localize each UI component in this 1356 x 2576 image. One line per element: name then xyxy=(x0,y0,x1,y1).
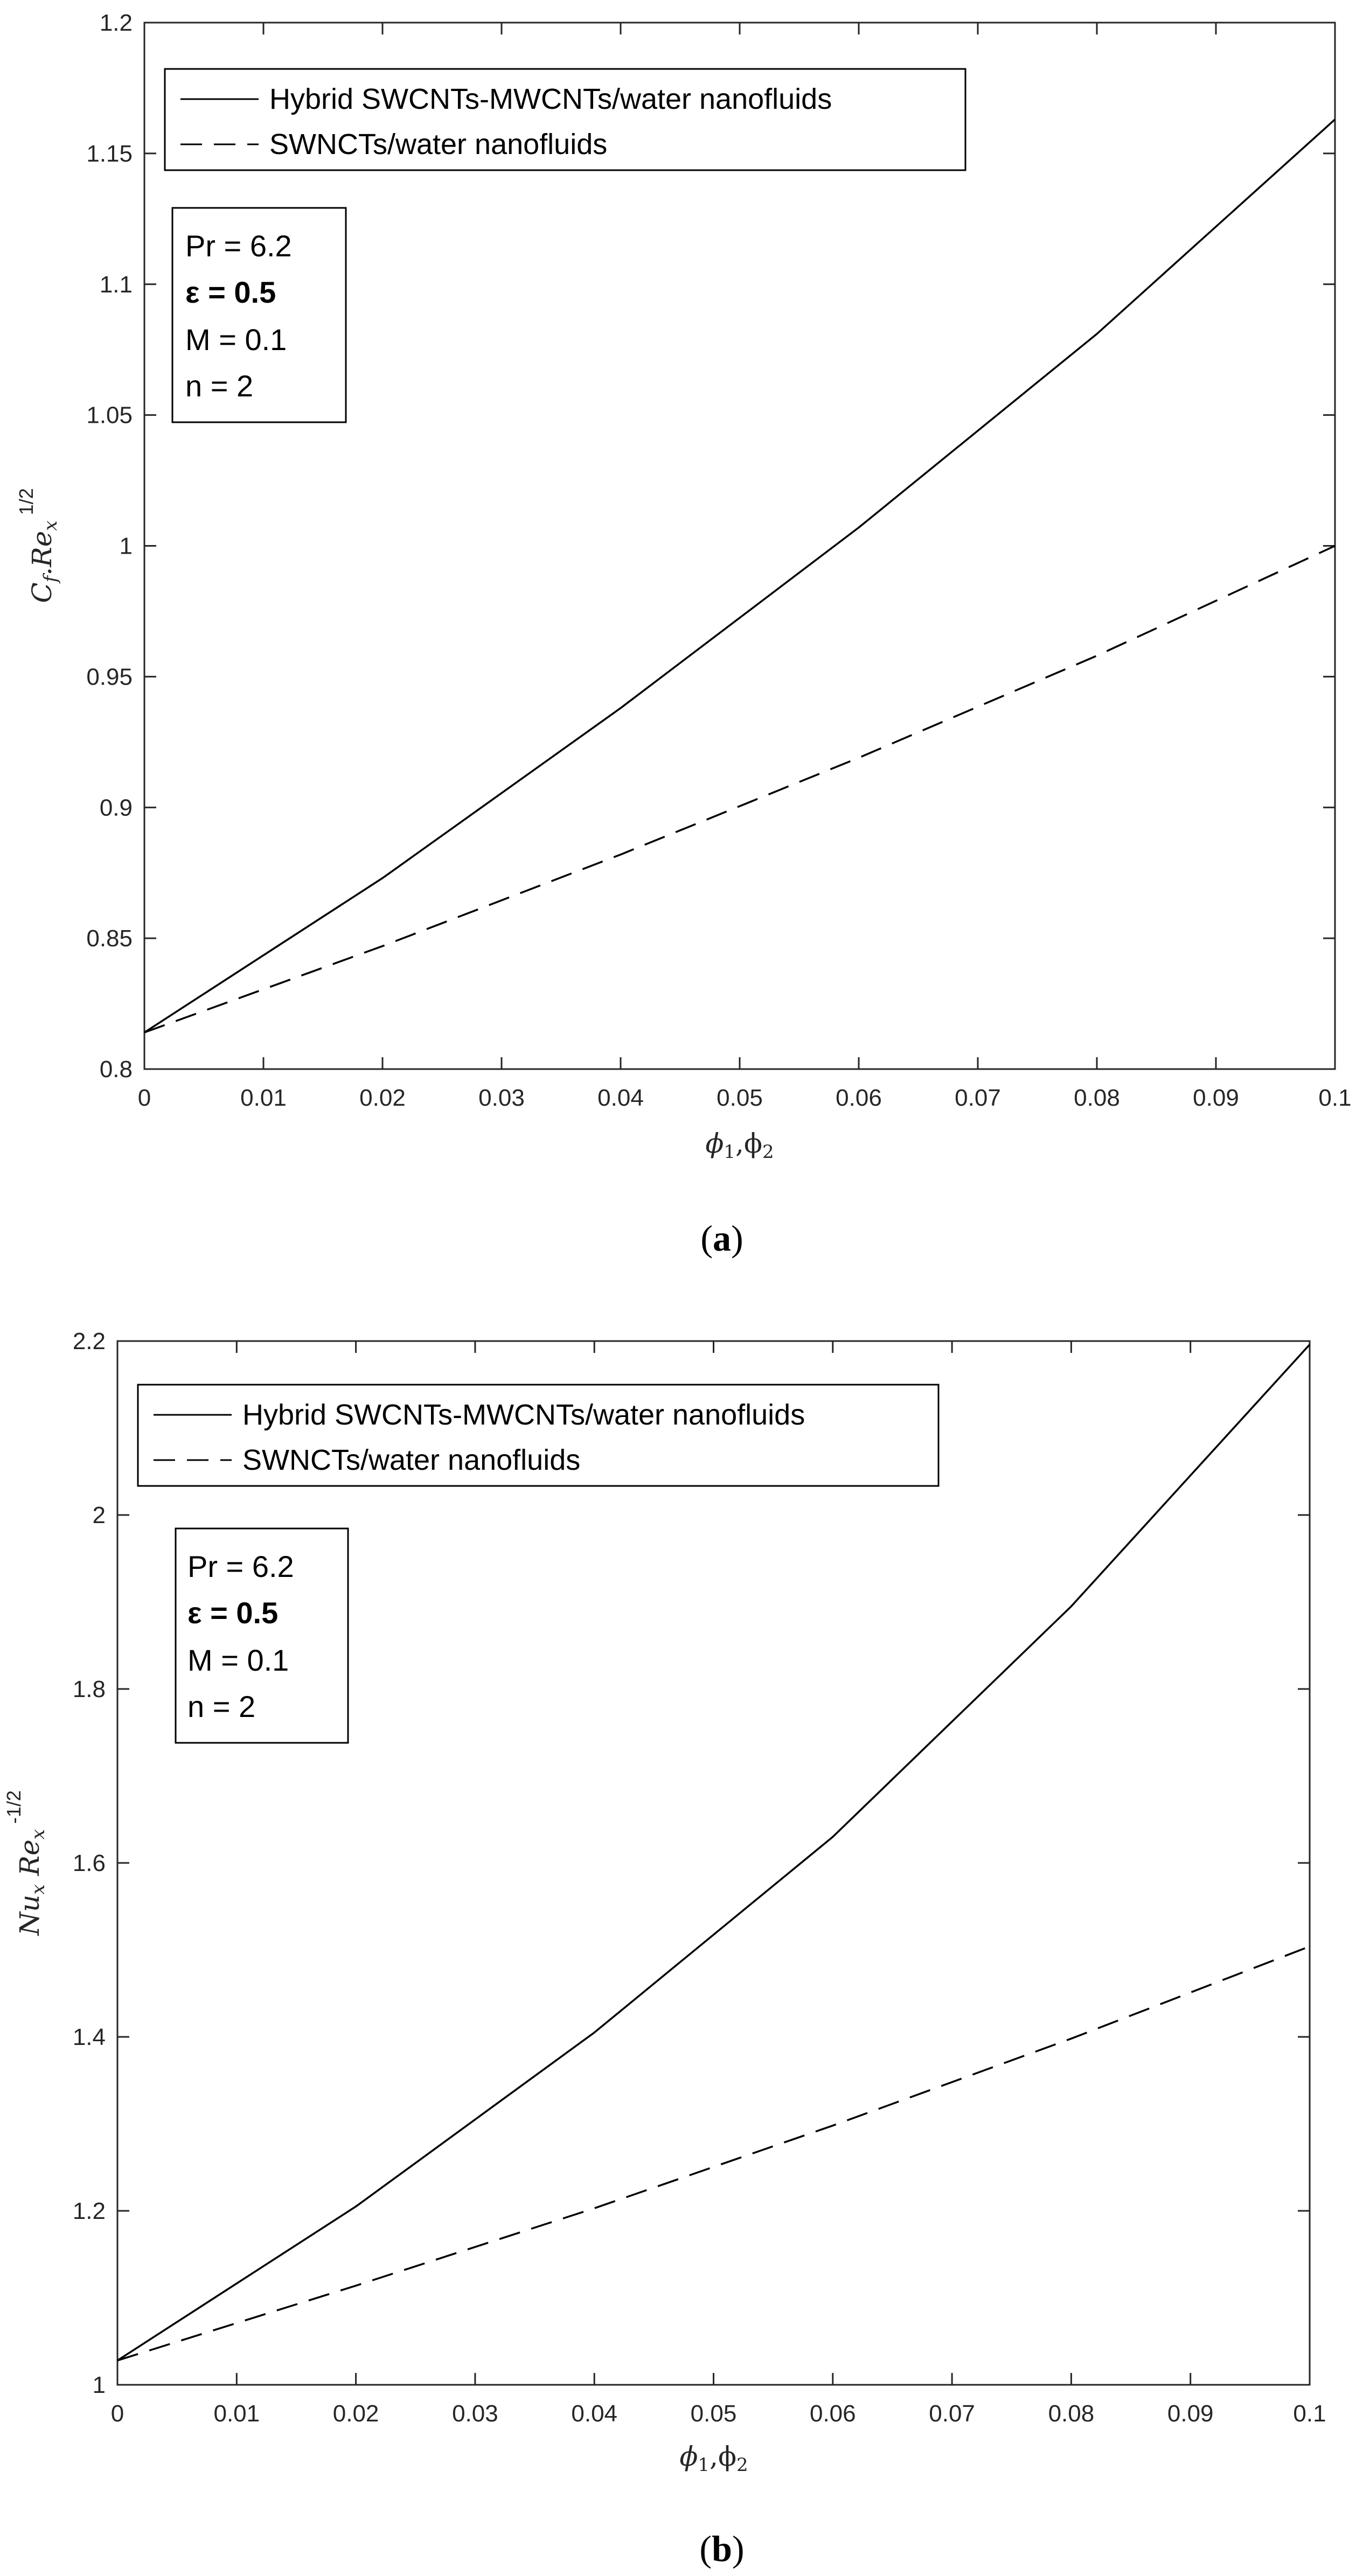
x-axis-label-a: ϕ1,ϕ2 xyxy=(705,1128,774,1163)
y-tick-label: 1 xyxy=(120,533,133,560)
x-tick-label: 0.04 xyxy=(597,1085,644,1111)
x-tick-label: 0.02 xyxy=(359,1085,406,1111)
x-tick-label: 0.05 xyxy=(691,2400,737,2427)
chart-panel-a: 0 0.01 0.02 0.03 0.04 0.05 0.06 0.07 0.08 0.09 0.1… xyxy=(15,10,1352,1259)
y-tick-label: 1.05 xyxy=(86,402,133,429)
chart-panel-b: 0 0.01 0.02 0.03 0.04 0.05 0.06 0.07 0.08 0.09 0.1… xyxy=(3,1328,1326,2569)
y-tick-label: 1.2 xyxy=(100,10,133,36)
param-pr-a: Pr = 6.2 xyxy=(185,229,292,263)
param-epsilon-b: ε = 0.5 xyxy=(187,1596,278,1630)
param-pr-b: Pr = 6.2 xyxy=(187,1549,294,1583)
series-line-swnct xyxy=(144,544,1336,1034)
x-tick-label: 0 xyxy=(111,2400,124,2427)
parameter-box-a: Pr = 6.2 ε = 0.5 M = 0.1 n = 2 xyxy=(171,207,347,423)
x-tick-label: 0.06 xyxy=(836,1085,882,1111)
y-tick-label: 0.8 xyxy=(100,1056,133,1083)
x-tick-label: 0.03 xyxy=(478,1085,525,1111)
x-axis-label-b: ϕ1,ϕ2 xyxy=(679,2441,748,2476)
legend-label-swnct-b: SWNCTs/water nanofluids xyxy=(242,1444,580,1476)
x-tick-label: 0.03 xyxy=(452,2400,498,2427)
x-tick-label: 0.07 xyxy=(955,1085,1001,1111)
panel-caption-b: (b) xyxy=(699,2528,744,2569)
param-m-b: M = 0.1 xyxy=(187,1643,289,1677)
param-m-a: M = 0.1 xyxy=(185,323,287,357)
x-ticks-a: 0 0.01 0.02 0.03 0.04 0.05 0.06 0.07 0.08 0.09 0.1 xyxy=(138,23,1352,1111)
parameter-box-frame-b xyxy=(175,1527,349,1744)
plot-area-b xyxy=(116,1340,1311,2386)
legend-box-b xyxy=(137,1384,940,1487)
legend-a: Hybrid SWCNTs-MWCNTs/water nanofluids SW… xyxy=(164,68,966,171)
series-line-hybrid xyxy=(144,118,1336,1034)
x-tick-label: 0.08 xyxy=(1048,2400,1095,2427)
x-tick-label: 0.1 xyxy=(1318,1085,1351,1111)
y-tick-label: 1.8 xyxy=(73,1676,106,1702)
x-tick-label: 0.09 xyxy=(1167,2400,1214,2427)
x-tick-label: 0.02 xyxy=(333,2400,379,2427)
x-tick-label: 0 xyxy=(138,1085,151,1111)
y-tick-label: 1.15 xyxy=(86,141,133,167)
legend-label-hybrid-a: Hybrid SWCNTs-MWCNTs/water nanofluids xyxy=(269,83,832,115)
panel-caption-a: (a) xyxy=(700,1218,743,1259)
y-ticks-b: 1 1.2 1.4 1.6 1.8 2 2.2 xyxy=(73,1328,1310,2398)
y-tick-label: 0.9 xyxy=(100,794,133,821)
plot-area-a xyxy=(143,22,1336,1070)
param-epsilon-a: ε = 0.5 xyxy=(185,275,276,309)
y-tick-label: 1.6 xyxy=(73,1850,106,1876)
x-ticks-b: 0 0.01 0.02 0.03 0.04 0.05 0.06 0.07 0.08 0.09 0.1 xyxy=(111,1341,1326,2427)
y-tick-label: 2 xyxy=(93,1502,106,1528)
parameter-box-frame-a xyxy=(171,207,347,423)
y-tick-label: 1 xyxy=(93,2372,106,2398)
y-tick-label: 1.2 xyxy=(73,2198,106,2224)
param-n-a: n = 2 xyxy=(185,369,253,403)
x-tick-label: 0.08 xyxy=(1074,1085,1120,1111)
parameter-box-b: Pr = 6.2 ε = 0.5 M = 0.1 n = 2 xyxy=(175,1527,349,1744)
x-tick-label: 0.01 xyxy=(213,2400,260,2427)
y-ticks-a: 0.8 0.85 0.9 0.95 1 1.05 1.1 1.15 1.2 xyxy=(86,10,1335,1083)
series-line-swnct xyxy=(117,1945,1310,2362)
series-b xyxy=(117,1344,1311,2362)
x-tick-label: 0.06 xyxy=(810,2400,856,2427)
y-tick-label: 1.4 xyxy=(73,2024,106,2050)
y-tick-label: 1.1 xyxy=(100,271,133,298)
series-a xyxy=(144,118,1336,1034)
legend-label-hybrid-b: Hybrid SWCNTs-MWCNTs/water nanofluids xyxy=(242,1399,805,1431)
x-tick-label: 0.07 xyxy=(929,2400,975,2427)
x-tick-label: 0.05 xyxy=(717,1085,763,1111)
y-tick-label: 2.2 xyxy=(73,1328,106,1355)
y-tick-label: 0.85 xyxy=(86,925,133,952)
legend-b: Hybrid SWCNTs-MWCNTs/water nanofluids SW… xyxy=(137,1384,940,1487)
legend-label-swnct-a: SWNCTs/water nanofluids xyxy=(269,128,607,160)
x-tick-label: 0.01 xyxy=(240,1085,287,1111)
x-tick-label: 0.04 xyxy=(571,2400,617,2427)
x-tick-label: 0.09 xyxy=(1193,1085,1239,1111)
y-tick-label: 0.95 xyxy=(86,664,133,690)
x-tick-label: 0.1 xyxy=(1293,2400,1326,2427)
y-axis-label-a: Cf.Rex 1/2 xyxy=(15,488,61,603)
legend-box-a xyxy=(164,68,966,171)
param-n-b: n = 2 xyxy=(187,1690,255,1723)
y-axis-label-b: Nux Rex -1/2 xyxy=(3,1790,49,1936)
series-line-hybrid xyxy=(117,1344,1311,2362)
